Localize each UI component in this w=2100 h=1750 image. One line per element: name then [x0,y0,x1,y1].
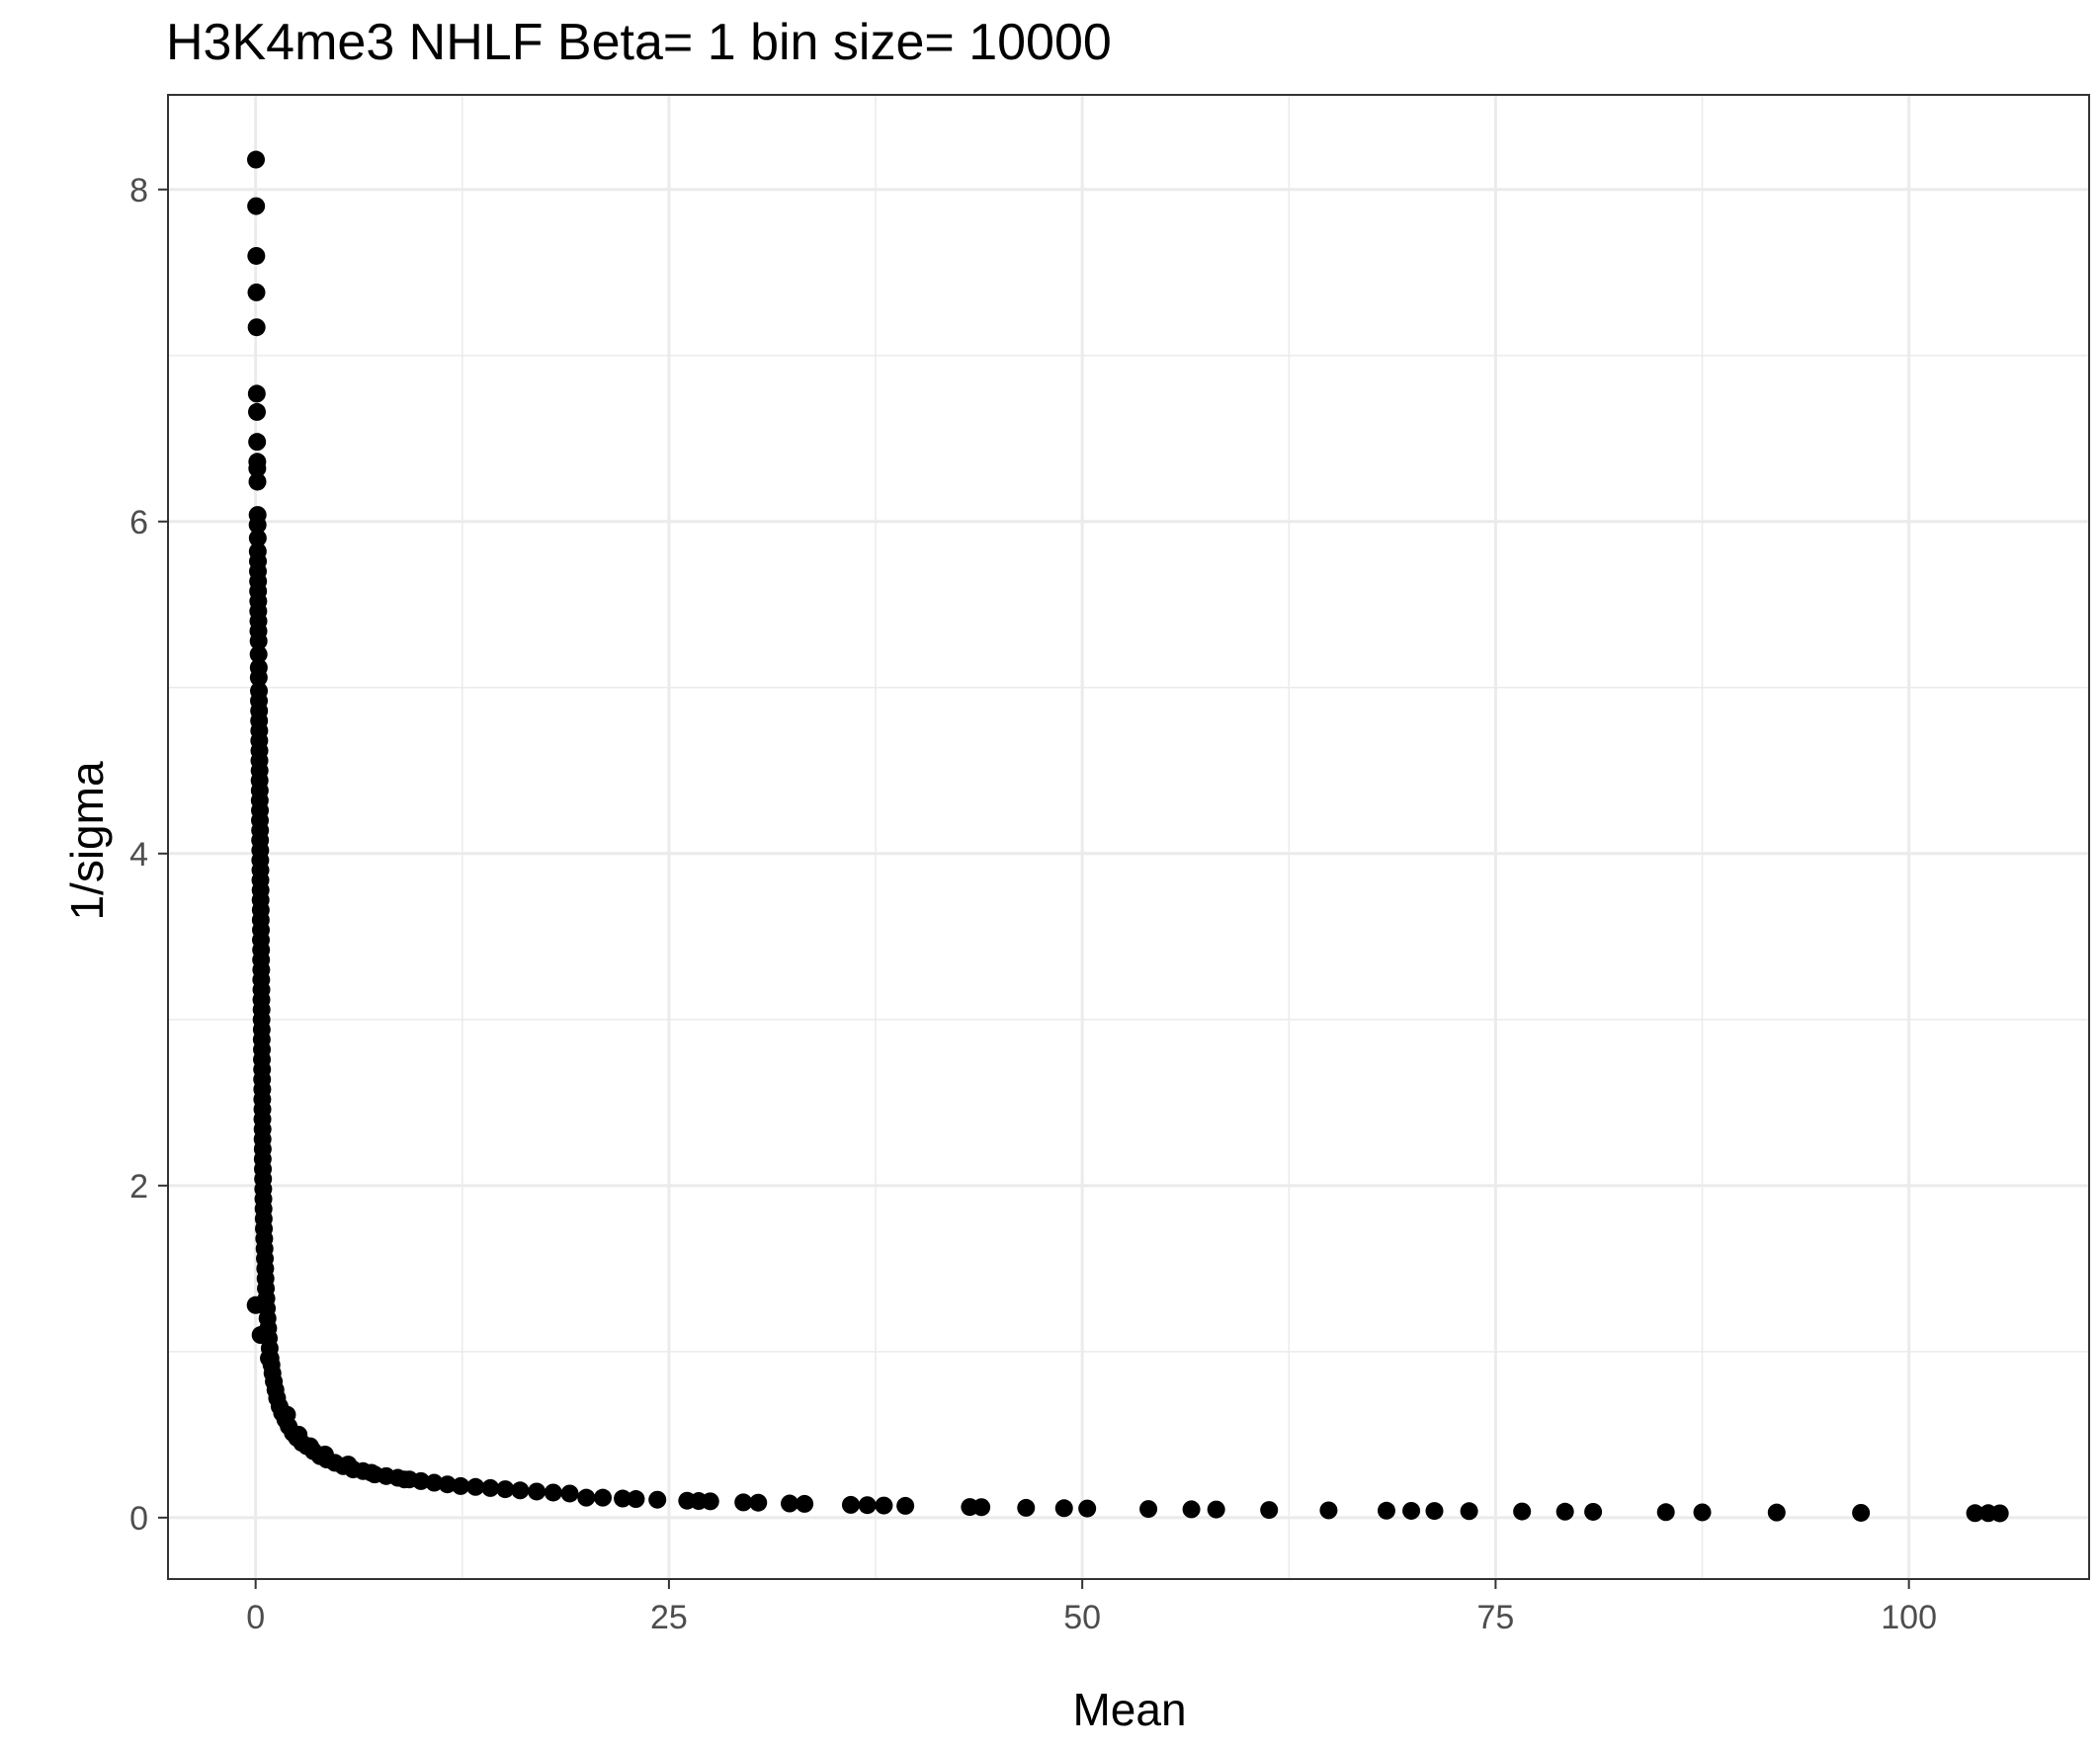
data-point [841,1495,860,1514]
data-point [248,516,267,535]
y-axis-title: 1/sigma [61,761,113,920]
data-point [247,150,266,169]
x-axis-title: Mean [1072,1684,1186,1735]
data-point [249,631,268,650]
y-tick-label: 4 [129,836,148,874]
data-point [577,1488,596,1507]
y-tick-label: 6 [129,504,148,542]
data-point [339,1456,358,1474]
data-point [1402,1501,1421,1520]
axes: 0 25 50 75 100 0 2 4 6 8 [129,172,1937,1636]
data-point [560,1484,579,1503]
grid [168,95,2089,1579]
data-point [781,1494,799,1513]
data-point [260,1349,279,1368]
data-points [246,150,2009,1523]
x-tick-label: 75 [1476,1599,1514,1636]
data-point [1767,1503,1786,1522]
data-point [411,1471,430,1490]
data-point [614,1489,632,1508]
data-point [1990,1504,2009,1523]
data-point [734,1493,753,1512]
data-point [648,1490,667,1509]
data-point [278,1405,296,1424]
data-point [1078,1499,1097,1518]
data-point [544,1483,562,1502]
panel-border [167,94,2090,1580]
data-point [796,1494,814,1513]
data-point [315,1445,334,1463]
data-point [247,246,266,265]
data-point [395,1470,414,1489]
data-point [247,197,266,215]
data-point [438,1475,457,1494]
data-point [425,1473,444,1492]
data-point [701,1492,719,1511]
x-tick-label: 50 [1063,1599,1101,1636]
data-point [247,318,266,337]
data-point [246,1295,265,1314]
chart-title: H3K4me3 NHLF Beta= 1 bin size= 10000 [166,14,1112,71]
data-point [1207,1500,1225,1519]
data-point [248,472,267,491]
data-point [290,1425,308,1444]
data-point [247,283,266,301]
y-tick-label: 8 [129,172,148,209]
x-tick-label: 25 [650,1599,688,1636]
data-point [1425,1502,1444,1521]
data-point [1054,1499,1073,1518]
data-point [627,1490,645,1509]
data-point [896,1496,915,1515]
data-point [593,1488,612,1507]
data-point [1513,1502,1532,1521]
data-point [858,1496,877,1515]
data-point [1182,1500,1201,1519]
data-point [528,1482,546,1501]
data-point [1656,1503,1675,1522]
data-point [249,668,268,687]
data-point [248,529,267,547]
data-point [248,459,267,478]
data-point [1377,1501,1395,1520]
data-point [452,1476,470,1495]
data-point [1966,1504,1984,1523]
x-tick-label: 0 [246,1599,265,1636]
data-point [1319,1501,1338,1520]
data-point [875,1496,893,1515]
y-tick-label: 2 [129,1168,148,1206]
data-point [362,1463,380,1482]
data-point [496,1480,515,1499]
data-point [1555,1502,1574,1521]
data-point [1852,1503,1871,1522]
data-point [466,1477,485,1496]
data-point [511,1481,530,1500]
data-point [1260,1501,1279,1520]
data-point [972,1498,991,1517]
data-point [1460,1502,1478,1521]
y-tick-label: 0 [129,1500,148,1538]
data-point [248,402,267,421]
data-point [300,1437,319,1456]
data-point [251,1326,270,1345]
data-point [248,433,267,452]
data-point [749,1493,768,1512]
data-point [481,1478,500,1497]
data-point [249,645,268,664]
data-point [1693,1503,1712,1522]
data-point [247,384,266,403]
x-tick-label: 100 [1881,1599,1937,1636]
data-point [1139,1500,1158,1519]
data-point [1017,1498,1036,1517]
data-point [1584,1502,1603,1521]
